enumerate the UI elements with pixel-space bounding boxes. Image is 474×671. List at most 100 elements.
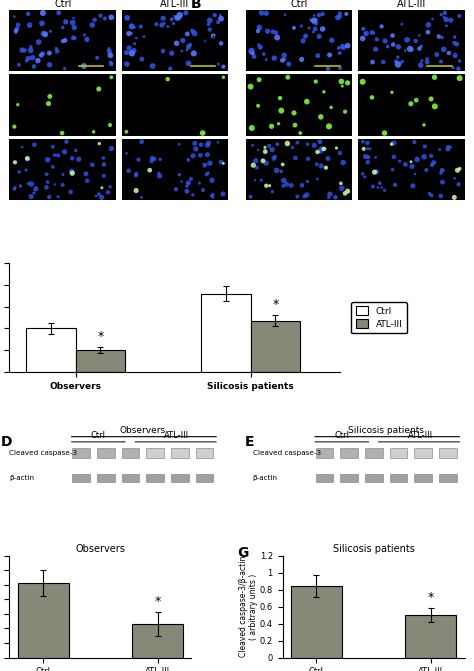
Point [310, 140, 318, 151]
Point [445, 48, 453, 58]
Point [148, 153, 156, 164]
Point [326, 50, 333, 60]
Point [372, 152, 380, 163]
Point [202, 36, 210, 46]
Point [209, 192, 217, 203]
Bar [439, 448, 457, 458]
Bar [122, 474, 139, 482]
Point [31, 140, 38, 150]
Point [24, 153, 31, 164]
Point [318, 143, 325, 154]
Point [359, 76, 366, 87]
Point [412, 95, 420, 105]
Point [89, 19, 96, 30]
Point [255, 74, 263, 85]
Point [298, 21, 305, 32]
Point [304, 154, 312, 164]
Point [49, 142, 56, 152]
Point [38, 48, 46, 58]
Point [95, 84, 102, 95]
Point [283, 138, 291, 149]
Point [280, 175, 288, 186]
Point [30, 188, 38, 199]
Point [51, 179, 59, 190]
Point [322, 162, 330, 173]
Point [206, 24, 213, 35]
Point [98, 192, 106, 203]
Point [159, 13, 167, 23]
Point [15, 59, 23, 70]
Y-axis label: TUNEL: TUNEL [195, 101, 224, 109]
Point [437, 56, 445, 67]
Point [278, 105, 285, 116]
Point [339, 157, 347, 168]
Point [328, 35, 336, 46]
Bar [26, 328, 75, 372]
Point [411, 168, 419, 179]
Bar [365, 474, 383, 482]
Point [25, 178, 32, 189]
Point [269, 26, 276, 37]
Point [100, 170, 108, 181]
Point [205, 138, 212, 148]
Point [46, 192, 53, 203]
Point [138, 54, 146, 64]
Point [247, 46, 255, 56]
Point [303, 189, 310, 200]
Point [337, 76, 345, 87]
Point [447, 15, 455, 25]
Point [49, 162, 57, 172]
Point [364, 138, 371, 148]
Point [26, 19, 33, 30]
Point [364, 143, 371, 154]
Point [189, 25, 196, 36]
Point [185, 42, 192, 52]
Point [217, 13, 225, 24]
Bar [18, 583, 69, 658]
Text: Ctrl: Ctrl [91, 431, 106, 440]
Point [123, 47, 130, 58]
Point [436, 144, 444, 155]
Point [438, 9, 445, 20]
Point [107, 57, 115, 68]
Point [178, 176, 185, 187]
Point [420, 152, 428, 162]
Point [313, 15, 320, 25]
Point [407, 99, 415, 109]
Point [39, 7, 47, 18]
Point [441, 7, 448, 18]
Point [27, 45, 35, 56]
Point [305, 23, 313, 34]
Point [335, 42, 343, 53]
Point [303, 96, 310, 107]
Title: Ctrl: Ctrl [291, 0, 308, 9]
Point [82, 168, 90, 179]
Point [17, 180, 24, 191]
Point [208, 191, 215, 201]
Point [326, 189, 334, 199]
Point [156, 154, 164, 164]
Point [156, 170, 164, 181]
Point [190, 48, 198, 59]
Point [128, 28, 135, 39]
Point [204, 149, 211, 160]
Point [338, 81, 346, 91]
Point [341, 188, 349, 199]
Point [281, 9, 289, 20]
Point [178, 46, 186, 56]
Point [164, 21, 172, 32]
Point [247, 47, 255, 58]
Point [219, 158, 227, 168]
Point [406, 44, 414, 54]
Point [83, 175, 91, 186]
Point [340, 43, 347, 54]
Point [336, 48, 344, 58]
Point [299, 36, 307, 46]
Bar [340, 474, 358, 482]
Bar [201, 294, 251, 372]
Point [325, 121, 333, 132]
Point [262, 146, 269, 157]
Point [272, 28, 280, 38]
Point [146, 165, 154, 176]
Point [59, 22, 66, 33]
